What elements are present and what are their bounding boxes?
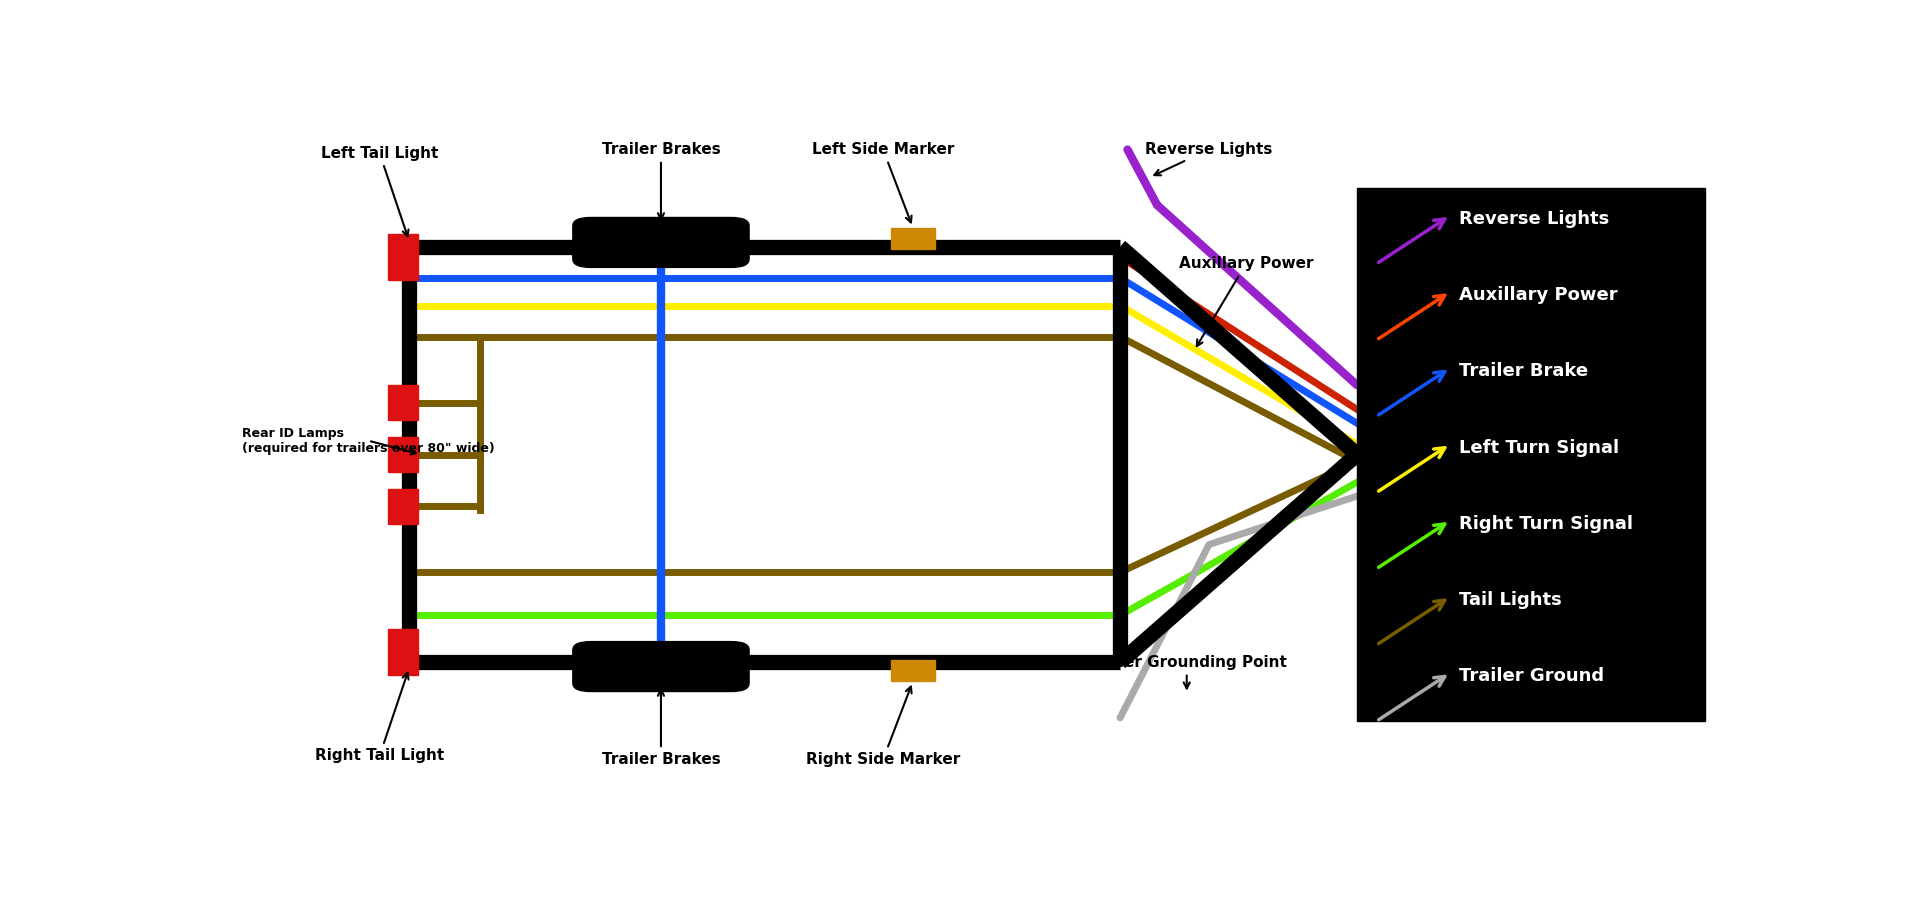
Text: Left Side Marker: Left Side Marker xyxy=(812,142,954,222)
Text: Trailer Brake: Trailer Brake xyxy=(1460,363,1588,381)
Text: Right Turn Signal: Right Turn Signal xyxy=(1460,515,1634,533)
Bar xyxy=(388,629,419,674)
Text: Left Turn Signal: Left Turn Signal xyxy=(1460,438,1619,456)
Text: Right Tail Light: Right Tail Light xyxy=(315,673,443,763)
FancyBboxPatch shape xyxy=(573,218,749,267)
Text: Trailer Brakes: Trailer Brakes xyxy=(602,689,720,767)
Text: Auxillary Power: Auxillary Power xyxy=(1460,286,1619,304)
Text: Reverse Lights: Reverse Lights xyxy=(1145,142,1273,176)
Text: Rear ID Lamps
(required for trailers over 80" wide): Rear ID Lamps (required for trailers ove… xyxy=(243,427,495,454)
Bar xyxy=(388,235,419,280)
Text: Tail Lights: Tail Lights xyxy=(1460,591,1561,609)
Bar xyxy=(388,385,419,419)
Bar xyxy=(891,661,934,681)
Bar xyxy=(891,228,934,248)
Text: Trailer Ground: Trailer Ground xyxy=(1460,667,1605,685)
Bar xyxy=(1357,188,1705,721)
Text: Trailer Brakes: Trailer Brakes xyxy=(602,142,720,220)
Text: Trailer Grounding Point: Trailer Grounding Point xyxy=(1087,655,1286,688)
Text: Reverse Lights: Reverse Lights xyxy=(1460,210,1609,228)
Text: Auxillary Power: Auxillary Power xyxy=(1179,256,1313,346)
Text: Left Tail Light: Left Tail Light xyxy=(321,146,438,236)
FancyBboxPatch shape xyxy=(573,642,749,691)
Text: Right Side Marker: Right Side Marker xyxy=(806,687,959,767)
Bar xyxy=(388,490,419,524)
Bar xyxy=(388,437,419,472)
